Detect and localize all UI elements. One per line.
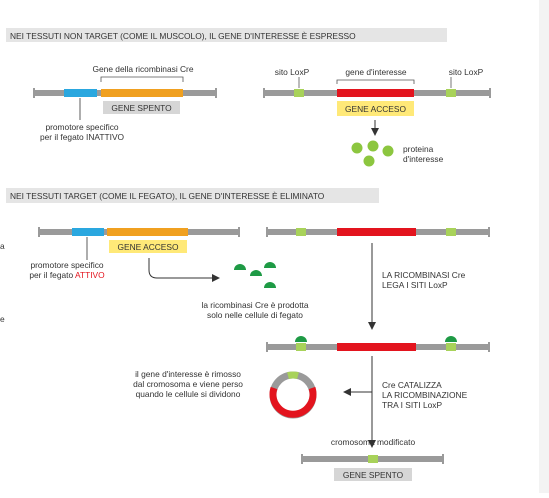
gene-on-badge [337,101,414,116]
binds-line1: LA RICOMBINASI Cre [382,270,466,280]
gene-of-interest-segment [337,89,414,97]
modified-label: cromosoma modificato [331,437,416,447]
cre-produced-line1: la ricombinasi Cre è prodotta [201,300,308,310]
chromosome-target [266,227,490,237]
protein-cluster [351,140,394,167]
protein-label-line2: d'interesse [403,154,444,164]
gene-bracket [336,79,415,84]
promoter-label-2-line2: per il fegato ATTIVO [29,270,105,280]
cre-gene-segment [101,89,183,97]
cre-protein-cluster [234,262,276,288]
section2-header: NEI TESSUTI TARGET (COME IL FEGATO), IL … [10,191,325,201]
cre-gene-bracket [100,76,184,82]
removed-line2: dal cromosoma e viene perso [133,379,243,389]
catalyze-line1: Cre CATALIZZA [382,380,442,390]
catalyze-line3: TRA I SITI LoxP [382,400,442,410]
chromosome-cre-active [38,227,240,237]
liver-promoter-segment-active [72,228,104,236]
gene-on-badge-2 [109,240,187,253]
loxp-left-label: sito LoxP [275,67,310,77]
liver-promoter-segment [64,89,97,97]
binds-line2: LEGA I SITI LoxP [382,280,448,290]
promoter-label-2-line1: promotore specifico [30,260,103,270]
gene-of-interest-label: gene d'interesse [345,67,407,77]
edge-fragment-1: a [0,241,5,251]
loxp-site-left [294,89,304,97]
gene-off-badge [103,101,180,114]
cre-production-arrow [148,258,220,282]
cre-gene-label: Gene della ricombinasi Cre [92,64,193,74]
edge-fragment-2: e [0,314,5,324]
chromosome-cre-inactive [33,88,217,98]
chromosome-modified [301,454,444,464]
promoter-label-line1: promotore specifico [45,122,118,132]
cre-produced-line2: solo nelle cellule di fegato [207,310,303,320]
gene-on-label-2: GENE ACCESO [118,242,179,252]
loxp-right-label: sito LoxP [449,67,484,77]
chromosome-gene-expressed [263,88,491,98]
gene-off-badge-2 [334,468,412,481]
removed-line1: il gene d'interesse è rimosso [135,369,241,379]
removed-line3: quando le cellule si dividono [136,389,241,399]
chromosome-cre-bound [266,336,490,352]
cre-gene-segment-active [107,228,188,236]
loxp-site-right [446,89,456,97]
excised-gene-circle [269,371,317,419]
gene-off-label: GENE SPENTO [111,103,172,113]
gene-off-label-2: GENE SPENTO [343,470,404,480]
promoter-label-line2: per il fegato INATTIVO [40,132,125,142]
section1-header: NEI TESSUTI NON TARGET (COME IL MUSCOLO)… [10,31,356,41]
protein-label-line1: proteina [403,144,434,154]
gene-on-label: GENE ACCESO [345,104,406,114]
section1-header-bg [6,28,447,42]
right-edge-panel [539,0,549,493]
section2-header-bg [6,188,379,203]
catalyze-line2: LA RICOMBINAZIONE [382,390,468,400]
